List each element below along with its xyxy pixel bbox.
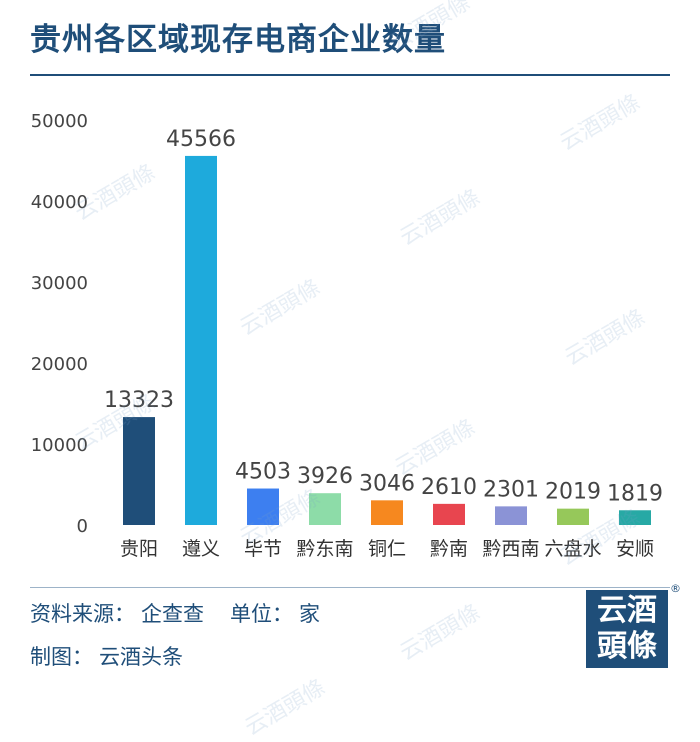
x-tick-label: 安顺 [616,538,654,560]
x-tick-label: 六盘水 [544,538,601,560]
x-tick-label: 遵义 [182,538,220,560]
data-label: 45566 [166,127,236,152]
x-tick-label: 黔东南 [296,538,353,560]
bar-2 [185,155,217,525]
brand-logo: 云酒 頭條 [586,590,668,668]
logo-line-2: 頭條 [597,629,657,664]
registered-mark: ® [670,582,681,595]
bar-chart: 0 10000 20000 30000 40000 50000 13323 贵阳 45566 遵义… [31,111,663,560]
watermark: 云酒頭條 [240,675,330,741]
bar-7 [495,506,527,525]
bar-5 [371,500,403,525]
data-label: 13323 [104,388,174,413]
source-value: 企查查 [141,602,204,626]
made-label: 制图： [30,645,93,669]
x-tick-label: 贵阳 [120,538,158,560]
footer-divider [30,587,670,588]
source-label: 资料来源： [30,602,135,626]
x-tick-label: 黔西南 [482,538,539,560]
x-tick-label: 黔南 [430,538,468,560]
y-tick-label: 0 [77,516,88,537]
y-tick-label: 30000 [31,273,88,294]
unit-label: 单位： [230,602,293,626]
data-label: 3046 [359,471,415,496]
data-label: 2301 [483,477,539,502]
footer-made-line: 制图： 云酒头条 [30,641,189,671]
data-label: 2610 [421,475,477,500]
bar-6 [433,503,465,525]
data-label: 3926 [297,464,353,489]
y-tick-label: 40000 [31,192,88,213]
bar-9 [619,510,651,525]
y-tick-label: 20000 [31,354,88,375]
data-label: 4503 [235,460,291,485]
bar-8 [557,508,589,525]
y-tick-label: 10000 [31,435,88,456]
made-value: 云酒头条 [99,645,183,669]
title-divider [30,74,670,76]
chart-title: 贵州各区域现存电商企业数量 [30,22,446,58]
unit-value: 家 [299,602,320,626]
footer-source-line: 资料来源： 企查查 单位：家 [30,598,326,628]
y-tick-label: 50000 [31,111,88,132]
watermark: 云酒頭條 [395,600,485,666]
bar-3 [247,488,279,525]
bar-4 [309,493,341,525]
x-tick-label: 毕节 [244,538,282,560]
bar-1 [123,417,155,525]
logo-line-1: 云酒 [597,593,657,628]
data-label: 2019 [545,480,601,505]
x-tick-label: 铜仁 [368,538,406,560]
data-label: 1819 [607,481,663,506]
